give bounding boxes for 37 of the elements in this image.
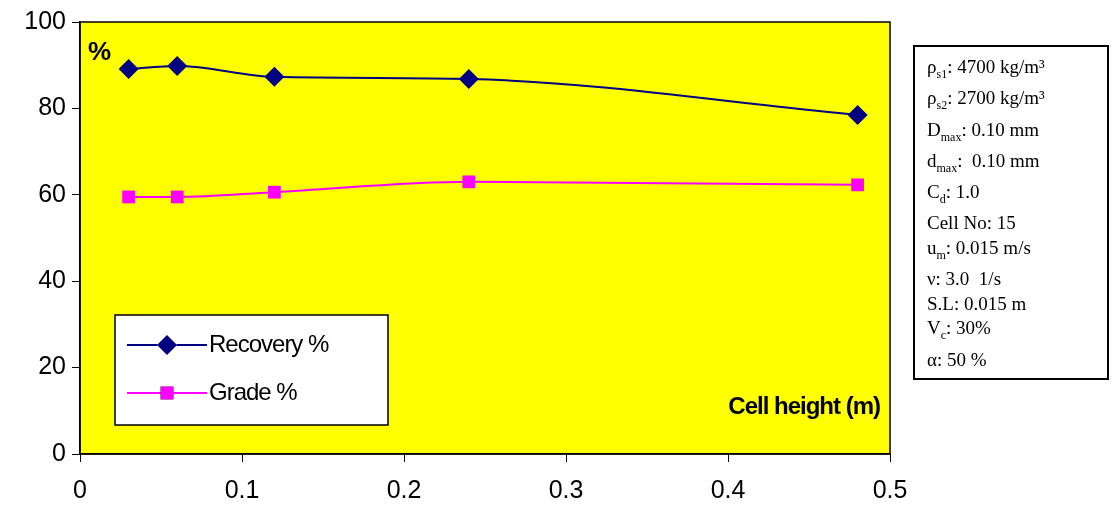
point <box>851 178 864 192</box>
text: S.L: 0.015 m <box>927 291 1028 316</box>
text: V$_{c}$: 30% <box>927 316 992 345</box>
y-tick-label: 80 <box>38 92 66 121</box>
point <box>118 59 139 80</box>
legend-label: Recovery % <box>209 329 330 357</box>
point <box>462 175 476 189</box>
text: ρ$_{s2}$: 2700 kg/m³ <box>927 86 1046 115</box>
x-tick-label: 0.1 <box>224 474 260 503</box>
point <box>847 104 868 125</box>
y-tick-label: 40 <box>38 265 66 294</box>
y-tick-label: 0 <box>52 437 66 466</box>
x-tick-label: 0.4 <box>710 474 746 503</box>
point <box>167 56 188 77</box>
y-tick-label: 60 <box>38 178 66 207</box>
text: d$_{max}$: 0.10 mm <box>927 148 1041 177</box>
y-axis-title: % <box>88 36 112 67</box>
point <box>268 185 281 199</box>
text: ρ$_{s1}$: 4700 kg/m³ <box>927 55 1046 83</box>
y-tick-label: 100 <box>24 5 66 34</box>
text: Cell No: 15 <box>927 211 1017 236</box>
point <box>170 190 184 204</box>
text: ν: 3.0 1/s <box>927 267 1003 292</box>
legend-label: Grade % <box>209 377 298 405</box>
point <box>264 66 285 87</box>
point <box>458 69 479 90</box>
x-tick-label: 0.3 <box>548 474 584 503</box>
x-tick-label: 0.2 <box>386 474 422 503</box>
y-tick-label: 20 <box>38 351 66 380</box>
text: D$_{max}$: 0.10 mm <box>927 117 1040 146</box>
x-tick-label: 0.5 <box>872 474 908 503</box>
point <box>122 190 135 204</box>
x-tick-label: 0 <box>73 474 87 503</box>
text: α: 50 % <box>927 347 988 372</box>
text: C$_{d}$: 1.0 <box>927 180 981 208</box>
text: u$_{m}$: 0.015 m/s <box>927 236 1032 264</box>
x-axis-title: Cell height (m) <box>728 392 880 419</box>
